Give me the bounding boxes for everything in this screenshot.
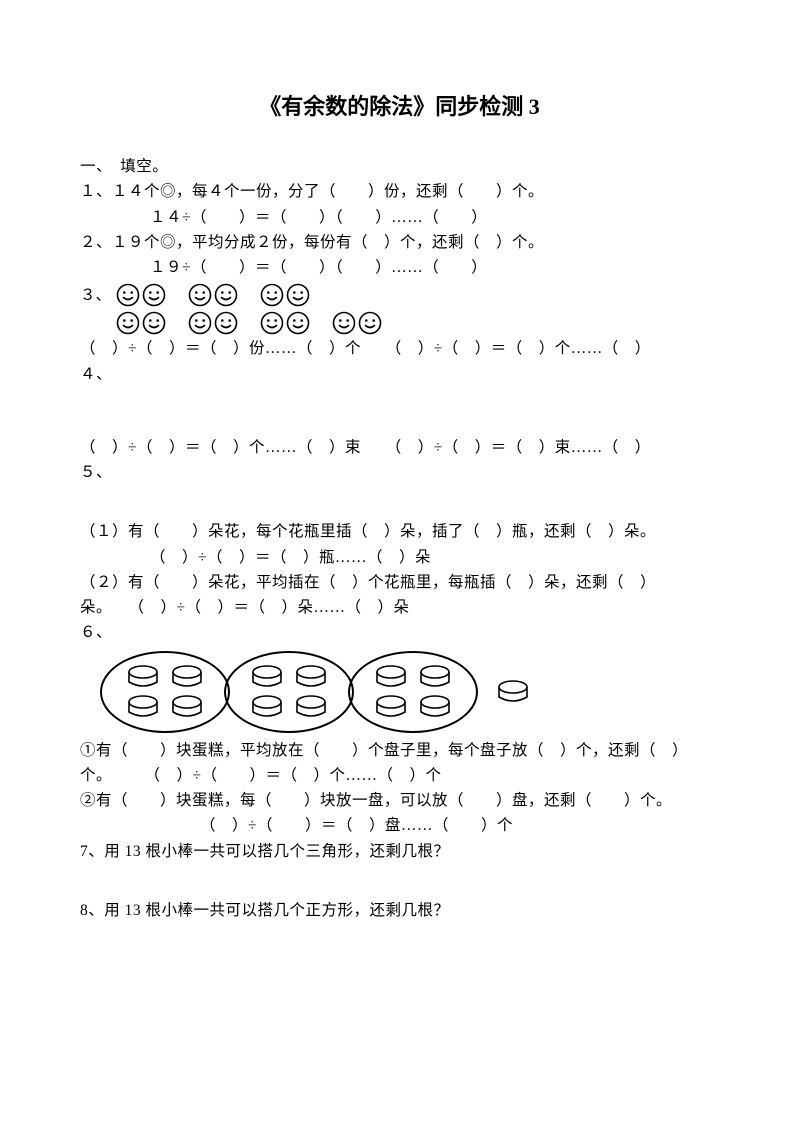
q5-label: ５、 [80, 461, 719, 484]
q6-p2-line2: （ ）÷（ ）＝（ ）盘……（ ）个 [80, 814, 719, 837]
smiley-group [116, 283, 166, 307]
q4-image-gap [80, 388, 719, 436]
q5-p2-line1: （２）有（ ）朵花，平均插在（ ）个花瓶里，每瓶插（ ）朵，还剩（ ） [80, 571, 719, 594]
cake-icon [294, 694, 328, 720]
smiley-icon [332, 311, 356, 335]
q7: 7、用 13 根小棒一共可以搭几个三角形，还剩几根？ [80, 840, 719, 863]
q3-smiley-row2 [116, 311, 719, 335]
smiley-icon [116, 311, 140, 335]
cake-icon [250, 694, 284, 720]
q5-p2-line1b: 朵。 （ ）÷（ ）＝（ ）朵……（ ）朵 [80, 596, 719, 619]
smiley-group [188, 283, 238, 307]
smiley-icon [116, 283, 140, 307]
q3-label: ３、 [80, 284, 112, 307]
q2-line2: １９÷（ ）＝（ ）（ ）……（ ） [80, 256, 719, 279]
q6-p1-line1: ①有（ ）块蛋糕，平均放在（ ）个盘子里，每个盘子放（ ）个，还剩（ ） [80, 739, 719, 762]
q5-image-gap [80, 486, 719, 520]
cake-icon [294, 664, 328, 690]
extra-cake-icon [496, 679, 530, 705]
smiley-group [188, 311, 238, 335]
q4-label: ４、 [80, 363, 719, 386]
cake-icon [250, 664, 284, 690]
q6-p1-line2: 个。 （ ）÷（ ）＝（ ）个……（ ）个 [80, 764, 719, 787]
cake-icon [126, 694, 160, 720]
q2-line1: ２、１９个◎，平均分成２份，每份有（ ）个，还剩（ ）个。 [80, 231, 719, 254]
plate [348, 651, 478, 733]
q6-p2-line1: ②有（ ）块蛋糕，每（ ）块放一盘，可以放（ ）盘，还剩（ ）个。 [80, 789, 719, 812]
q1-line2: １４÷（ ）＝（ ）（ ）……（ ） [80, 206, 719, 229]
smiley-icon [188, 311, 212, 335]
smiley-icon [260, 283, 284, 307]
smiley-icon [260, 311, 284, 335]
cake-icon [374, 664, 408, 690]
smiley-icon [286, 311, 310, 335]
q3-eq-right: （ ）÷（ ）＝（ ）个……（ ） [386, 340, 651, 357]
plate [224, 651, 354, 733]
cake-icon [418, 694, 452, 720]
section-1-header: 一、 填空。 [80, 155, 719, 178]
cake-icon [126, 664, 160, 690]
q6-cake-diagram [100, 651, 719, 733]
page-title: 《有余数的除法》同步检测 3 [80, 90, 719, 123]
q3-smiley-row1: ３、 [116, 283, 719, 307]
smiley-icon [142, 311, 166, 335]
q5-p1-line2: （ ）÷（ ）＝（ ）瓶……（ ）朵 [80, 546, 719, 569]
q5-p1-line1: （１）有（ ）朵花，每个花瓶里插（ ）朵，插了（ ）瓶，还剩（ ）朵。 [80, 520, 719, 543]
q4-eq-left: （ ）÷（ ）＝（ ）个……（ ）束 [80, 439, 361, 456]
cake-icon [418, 664, 452, 690]
q4-equations: （ ）÷（ ）＝（ ）个……（ ）束 （ ）÷（ ）＝（ ）束……（ ） [80, 436, 719, 459]
q6-label: ６、 [80, 621, 719, 644]
q8: 8、用 13 根小棒一共可以搭几个正方形，还剩几根？ [80, 899, 719, 922]
q1-line1: １、１４个◎，每４个一份，分了（ ）份，还剩（ ）个。 [80, 180, 719, 203]
q4-eq-right: （ ）÷（ ）＝（ ）束……（ ） [386, 439, 651, 456]
smiley-icon [214, 283, 238, 307]
cake-icon [170, 694, 204, 720]
smiley-group [260, 311, 310, 335]
cake-icon [374, 694, 408, 720]
plate [100, 651, 230, 733]
cake-icon [170, 664, 204, 690]
smiley-icon [286, 283, 310, 307]
smiley-group [116, 311, 166, 335]
smiley-icon [358, 311, 382, 335]
smiley-icon [188, 283, 212, 307]
q3-equations: （ ）÷（ ）＝（ ）份……（ ）个 （ ）÷（ ）＝（ ）个……（ ） [80, 337, 719, 360]
q3-eq-left: （ ）÷（ ）＝（ ）份……（ ）个 [80, 340, 361, 357]
smiley-group [332, 311, 382, 335]
smiley-icon [214, 311, 238, 335]
smiley-group [260, 283, 310, 307]
smiley-icon [142, 283, 166, 307]
